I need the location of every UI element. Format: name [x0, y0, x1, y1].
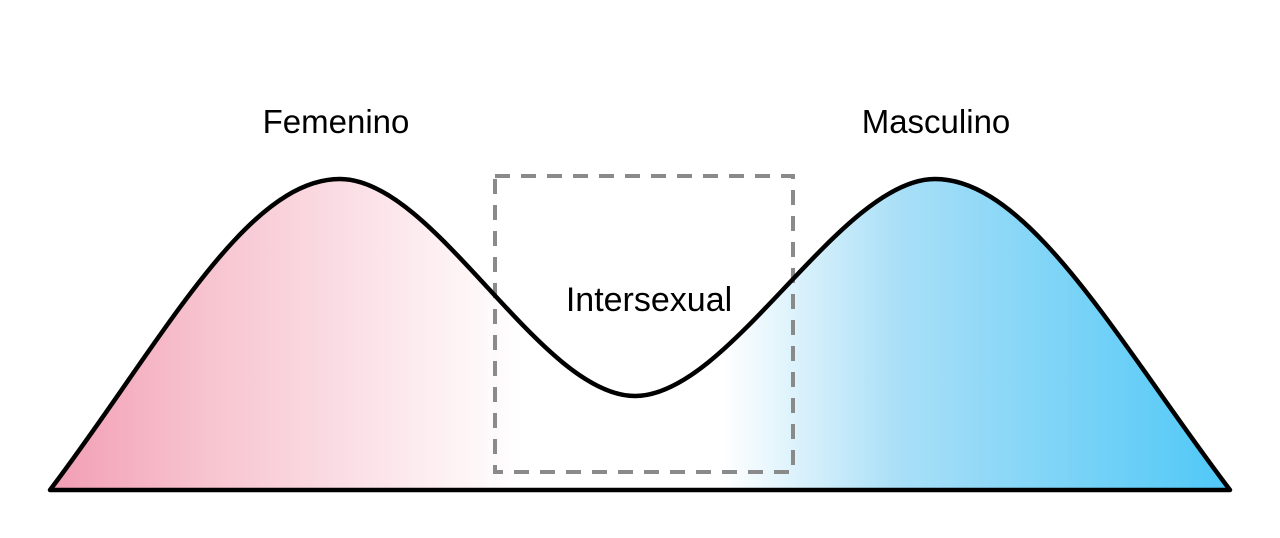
label-intersexual: Intersexual [565, 281, 733, 319]
bimodal-curve-fill [50, 179, 1230, 490]
label-femenino: Femenino [262, 103, 410, 140]
label-masculino: Masculino [861, 103, 1011, 140]
bimodal-curve-outline [47, 176, 1233, 493]
intersex-region-box [493, 174, 795, 474]
